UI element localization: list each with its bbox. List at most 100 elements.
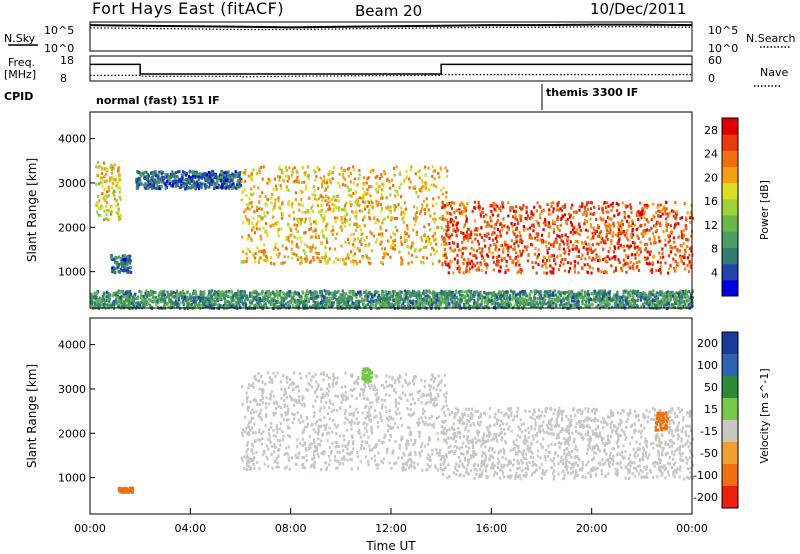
- power-cell: [428, 298, 431, 302]
- power-cell: [638, 253, 641, 257]
- power-cell: [380, 196, 383, 200]
- power-cell: [233, 184, 236, 188]
- power-cell: [528, 236, 531, 239]
- power-cell: [648, 300, 652, 304]
- power-cell: [653, 224, 656, 228]
- power-cell: [624, 204, 627, 208]
- power-cell: [497, 235, 500, 238]
- power-cell: [403, 296, 406, 300]
- power-cell: [138, 176, 141, 180]
- power-cell: [519, 291, 522, 295]
- power-cell: [232, 173, 235, 177]
- power-cell: [638, 260, 641, 264]
- power-cell: [328, 247, 331, 251]
- power-cell: [450, 218, 453, 222]
- power-cell: [157, 176, 160, 180]
- power-cell: [617, 258, 620, 262]
- power-cell: [507, 228, 510, 232]
- power-cell: [126, 305, 129, 309]
- power-cell: [305, 254, 308, 258]
- power-cell: [578, 208, 581, 212]
- power-cell: [169, 290, 172, 294]
- power-cell: [519, 216, 522, 220]
- power-cell: [435, 202, 438, 206]
- power-cell: [296, 293, 299, 297]
- power-cell: [363, 182, 366, 186]
- power-cell: [549, 289, 552, 293]
- power-cell: [115, 204, 118, 208]
- power-cell: [235, 183, 239, 186]
- power-cell: [539, 212, 542, 216]
- power-cell: [568, 249, 571, 253]
- power-cell: [680, 230, 683, 234]
- power-cell: [432, 292, 435, 296]
- power-cell: [306, 245, 309, 248]
- power-cell: [606, 237, 609, 241]
- power-cell: [300, 203, 303, 207]
- power-cell: [495, 263, 498, 267]
- power-cell: [365, 235, 368, 239]
- power-cell: [434, 307, 437, 311]
- power-cell: [503, 290, 506, 294]
- power-cell: [104, 199, 107, 203]
- power-cell: [140, 172, 143, 176]
- power-cell: [492, 231, 495, 235]
- power-cell: [256, 209, 259, 212]
- power-cell: [280, 227, 283, 231]
- power-cell: [422, 184, 425, 188]
- power-cell: [667, 254, 671, 258]
- power-cell: [370, 232, 373, 236]
- power-cell: [393, 173, 396, 177]
- power-cell: [297, 220, 300, 224]
- power-cell: [522, 225, 525, 229]
- power-cell: [590, 292, 593, 296]
- power-cell: [460, 255, 463, 259]
- power-cell: [601, 237, 604, 241]
- power-cell: [610, 217, 613, 221]
- power-cell: [674, 217, 677, 221]
- power-cell: [448, 236, 451, 240]
- power-cell: [667, 234, 670, 238]
- power-cell: [462, 257, 466, 261]
- power-cell: [300, 261, 303, 264]
- power-cell: [486, 263, 489, 267]
- power-cell: [392, 231, 395, 235]
- power-cell: [398, 250, 401, 254]
- power-cell: [429, 241, 432, 245]
- power-cell: [358, 168, 361, 172]
- power-cell: [364, 207, 367, 211]
- power-cell: [544, 262, 547, 266]
- power-cell: [629, 205, 632, 209]
- power-cell: [296, 304, 299, 308]
- power-cell: [574, 230, 577, 234]
- power-cell: [363, 193, 366, 197]
- power-cell: [552, 207, 555, 211]
- power-cell: [347, 174, 350, 178]
- power-cell: [118, 218, 121, 222]
- power-cell: [445, 210, 448, 214]
- power-cell: [644, 243, 647, 246]
- power-cell: [260, 249, 263, 253]
- power-cell: [509, 206, 512, 209]
- power-cell: [607, 223, 610, 227]
- power-cell: [402, 215, 405, 219]
- power-cell: [154, 291, 157, 295]
- power-cell: [463, 246, 467, 250]
- power-cell: [255, 290, 258, 294]
- power-cell: [258, 194, 262, 198]
- power-cell: [507, 245, 510, 249]
- power-cell: [455, 295, 458, 299]
- power-cell: [458, 268, 461, 272]
- power-cell: [120, 257, 123, 261]
- power-cell: [187, 177, 190, 181]
- power-cell: [553, 240, 556, 244]
- power-cell: [632, 304, 635, 308]
- power-cell: [245, 217, 249, 221]
- power-cell: [631, 219, 634, 223]
- power-cell: [507, 304, 510, 308]
- power-cell: [296, 178, 299, 182]
- power-cell: [348, 223, 351, 227]
- power-cell: [284, 165, 287, 169]
- power-cell: [250, 175, 253, 179]
- power-cell: [424, 295, 427, 299]
